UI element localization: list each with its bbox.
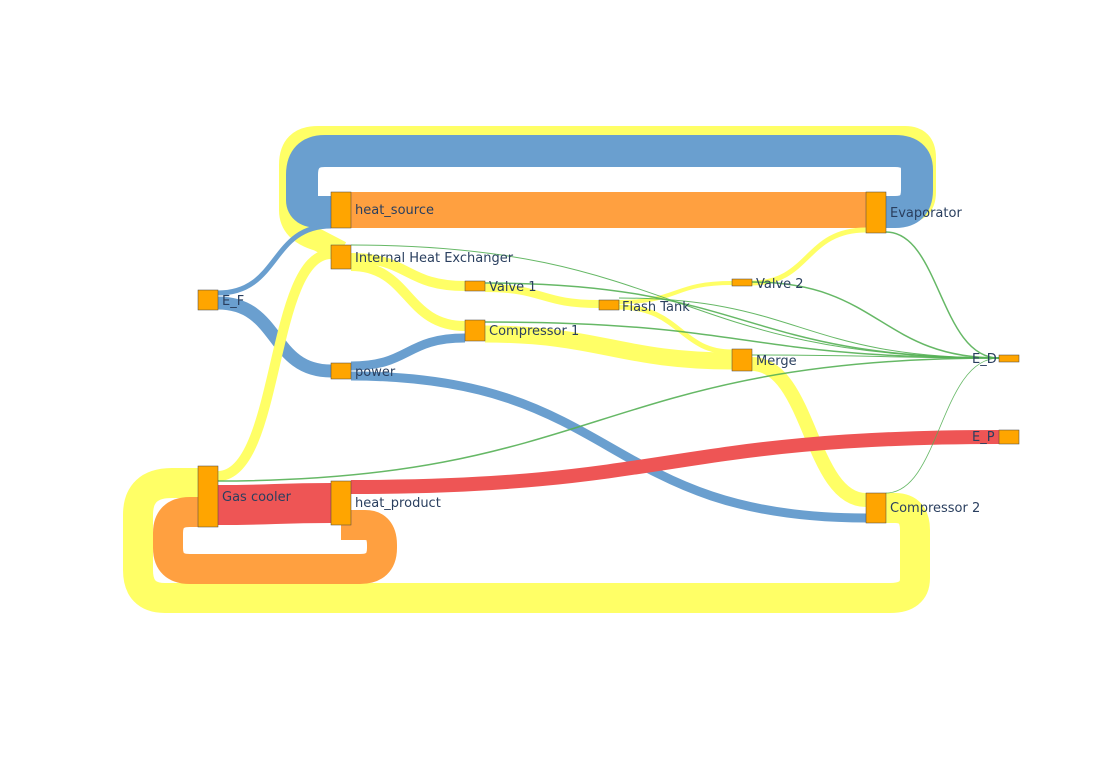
node-heat-product[interactable]: heat_product	[330, 480, 441, 526]
sankey-links	[123, 126, 1000, 613]
link-valve2-evaporator	[751, 227, 867, 286]
link-valve1-flash	[484, 284, 600, 308]
link-ihx-compressor1	[350, 261, 466, 331]
node-e-p[interactable]: E_P	[972, 429, 1020, 445]
link-power-top-loop	[286, 135, 933, 228]
link-power-compressor2	[350, 371, 867, 523]
node-gas-cooler[interactable]: Gas cooler	[197, 465, 292, 528]
node-label-heat-source: heat_source	[355, 203, 434, 218]
node-valve-2[interactable]: Valve 2	[731, 277, 804, 292]
node-flash-tank[interactable]: Flash Tank	[598, 299, 690, 315]
link-compressor1-merge	[484, 325, 733, 370]
node-e-f[interactable]: E_F	[197, 289, 244, 311]
link-destruction-valve2	[751, 281, 1000, 359]
node-label-gascooler: Gas cooler	[222, 490, 292, 505]
link-flash-merge	[618, 304, 733, 355]
node-compressor-2[interactable]: Compressor 2	[865, 492, 980, 524]
link-material-gascooler-loop	[123, 468, 930, 613]
link-merge-compressor2	[751, 357, 867, 507]
node-power[interactable]: power	[330, 362, 396, 380]
link-destruction-comp2	[885, 357, 1000, 494]
node-merge[interactable]: Merge	[731, 348, 797, 372]
link-gascooler-heatproduct	[217, 483, 332, 525]
link-power-compressor1	[350, 333, 466, 371]
link-destruction-flash	[618, 297, 1000, 359]
node-label-merge: Merge	[756, 354, 797, 369]
node-heat-source[interactable]: heat_source	[330, 191, 434, 229]
node-evaporator[interactable]: Evaporator	[865, 191, 962, 234]
node-label-evaporator: Evaporator	[890, 206, 962, 221]
node-internal-heat-exchanger[interactable]: Internal Heat Exchanger	[330, 244, 514, 270]
link-heatproduct-ep	[350, 430, 1000, 494]
link-heat-bottom-loop	[153, 497, 397, 584]
node-label-ep: E_P	[972, 430, 995, 445]
node-e-d[interactable]: E_D	[972, 352, 1020, 367]
link-destruction-gascooler	[217, 357, 1000, 482]
link-flash-valve2	[618, 281, 733, 304]
node-compressor-1[interactable]: Compressor 1	[464, 319, 579, 342]
link-ef-power	[217, 296, 332, 378]
link-ef-heat-source	[217, 223, 332, 296]
node-label-valve2: Valve 2	[756, 277, 804, 292]
link-gascooler-ihx	[217, 249, 332, 481]
node-valve-1[interactable]: Valve 1	[464, 280, 537, 295]
link-ihx-valve1	[350, 253, 466, 291]
node-label-valve1: Valve 1	[489, 280, 537, 295]
node-label-power: power	[355, 365, 396, 380]
node-label-comp2: Compressor 2	[890, 501, 980, 516]
node-label-flash: Flash Tank	[622, 300, 690, 315]
node-label-ef: E_F	[222, 294, 244, 309]
node-label-comp1: Compressor 1	[489, 324, 579, 339]
sankey-nodes: heat_source Internal Heat Exchanger E_F …	[197, 191, 1020, 528]
link-destruction-evaporator	[885, 231, 1000, 359]
node-label-heatproduct: heat_product	[355, 496, 441, 511]
node-label-ed: E_D	[972, 352, 997, 367]
node-label-ihx: Internal Heat Exchanger	[355, 251, 514, 266]
link-destruction-comp1	[484, 321, 1000, 359]
link-destruction-valve1	[484, 282, 1000, 359]
